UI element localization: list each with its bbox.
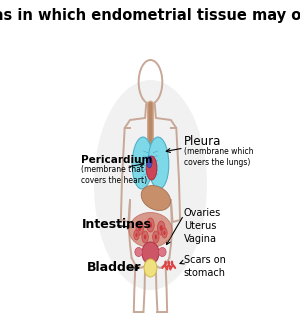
Text: (membrane that
covers the heart): (membrane that covers the heart)	[80, 165, 147, 185]
Ellipse shape	[146, 156, 157, 180]
Text: Scars on
stomach: Scars on stomach	[184, 255, 226, 278]
Circle shape	[135, 233, 138, 237]
Circle shape	[138, 225, 141, 231]
Circle shape	[171, 261, 173, 266]
Circle shape	[166, 266, 169, 270]
Circle shape	[154, 235, 157, 239]
Text: Bladder: Bladder	[87, 261, 142, 274]
Text: Intestines: Intestines	[82, 218, 152, 231]
Ellipse shape	[132, 137, 153, 189]
Circle shape	[162, 228, 167, 238]
Circle shape	[142, 231, 148, 243]
Circle shape	[136, 221, 143, 235]
Ellipse shape	[142, 242, 159, 264]
Ellipse shape	[147, 156, 152, 168]
Circle shape	[134, 230, 139, 240]
Text: Areas in which endometrial tissue may occur: Areas in which endometrial tissue may oc…	[0, 8, 300, 23]
Text: Pleura: Pleura	[184, 135, 221, 148]
Circle shape	[149, 222, 152, 228]
Text: Ovaries
Uterus
Vagina: Ovaries Uterus Vagina	[184, 208, 221, 244]
Circle shape	[164, 231, 166, 235]
Circle shape	[160, 225, 163, 231]
Circle shape	[164, 261, 167, 266]
Circle shape	[169, 266, 172, 270]
Circle shape	[147, 218, 154, 232]
Ellipse shape	[158, 248, 166, 256]
Ellipse shape	[129, 212, 172, 248]
Circle shape	[94, 80, 207, 290]
Ellipse shape	[144, 259, 157, 277]
Circle shape	[153, 231, 159, 243]
Circle shape	[144, 235, 146, 239]
Ellipse shape	[141, 185, 170, 210]
Circle shape	[158, 221, 165, 235]
Circle shape	[167, 261, 170, 266]
Text: Pericardium: Pericardium	[80, 155, 152, 165]
Ellipse shape	[135, 248, 142, 256]
Text: (membrane which
covers the lungs): (membrane which covers the lungs)	[184, 147, 253, 167]
Ellipse shape	[148, 137, 169, 189]
